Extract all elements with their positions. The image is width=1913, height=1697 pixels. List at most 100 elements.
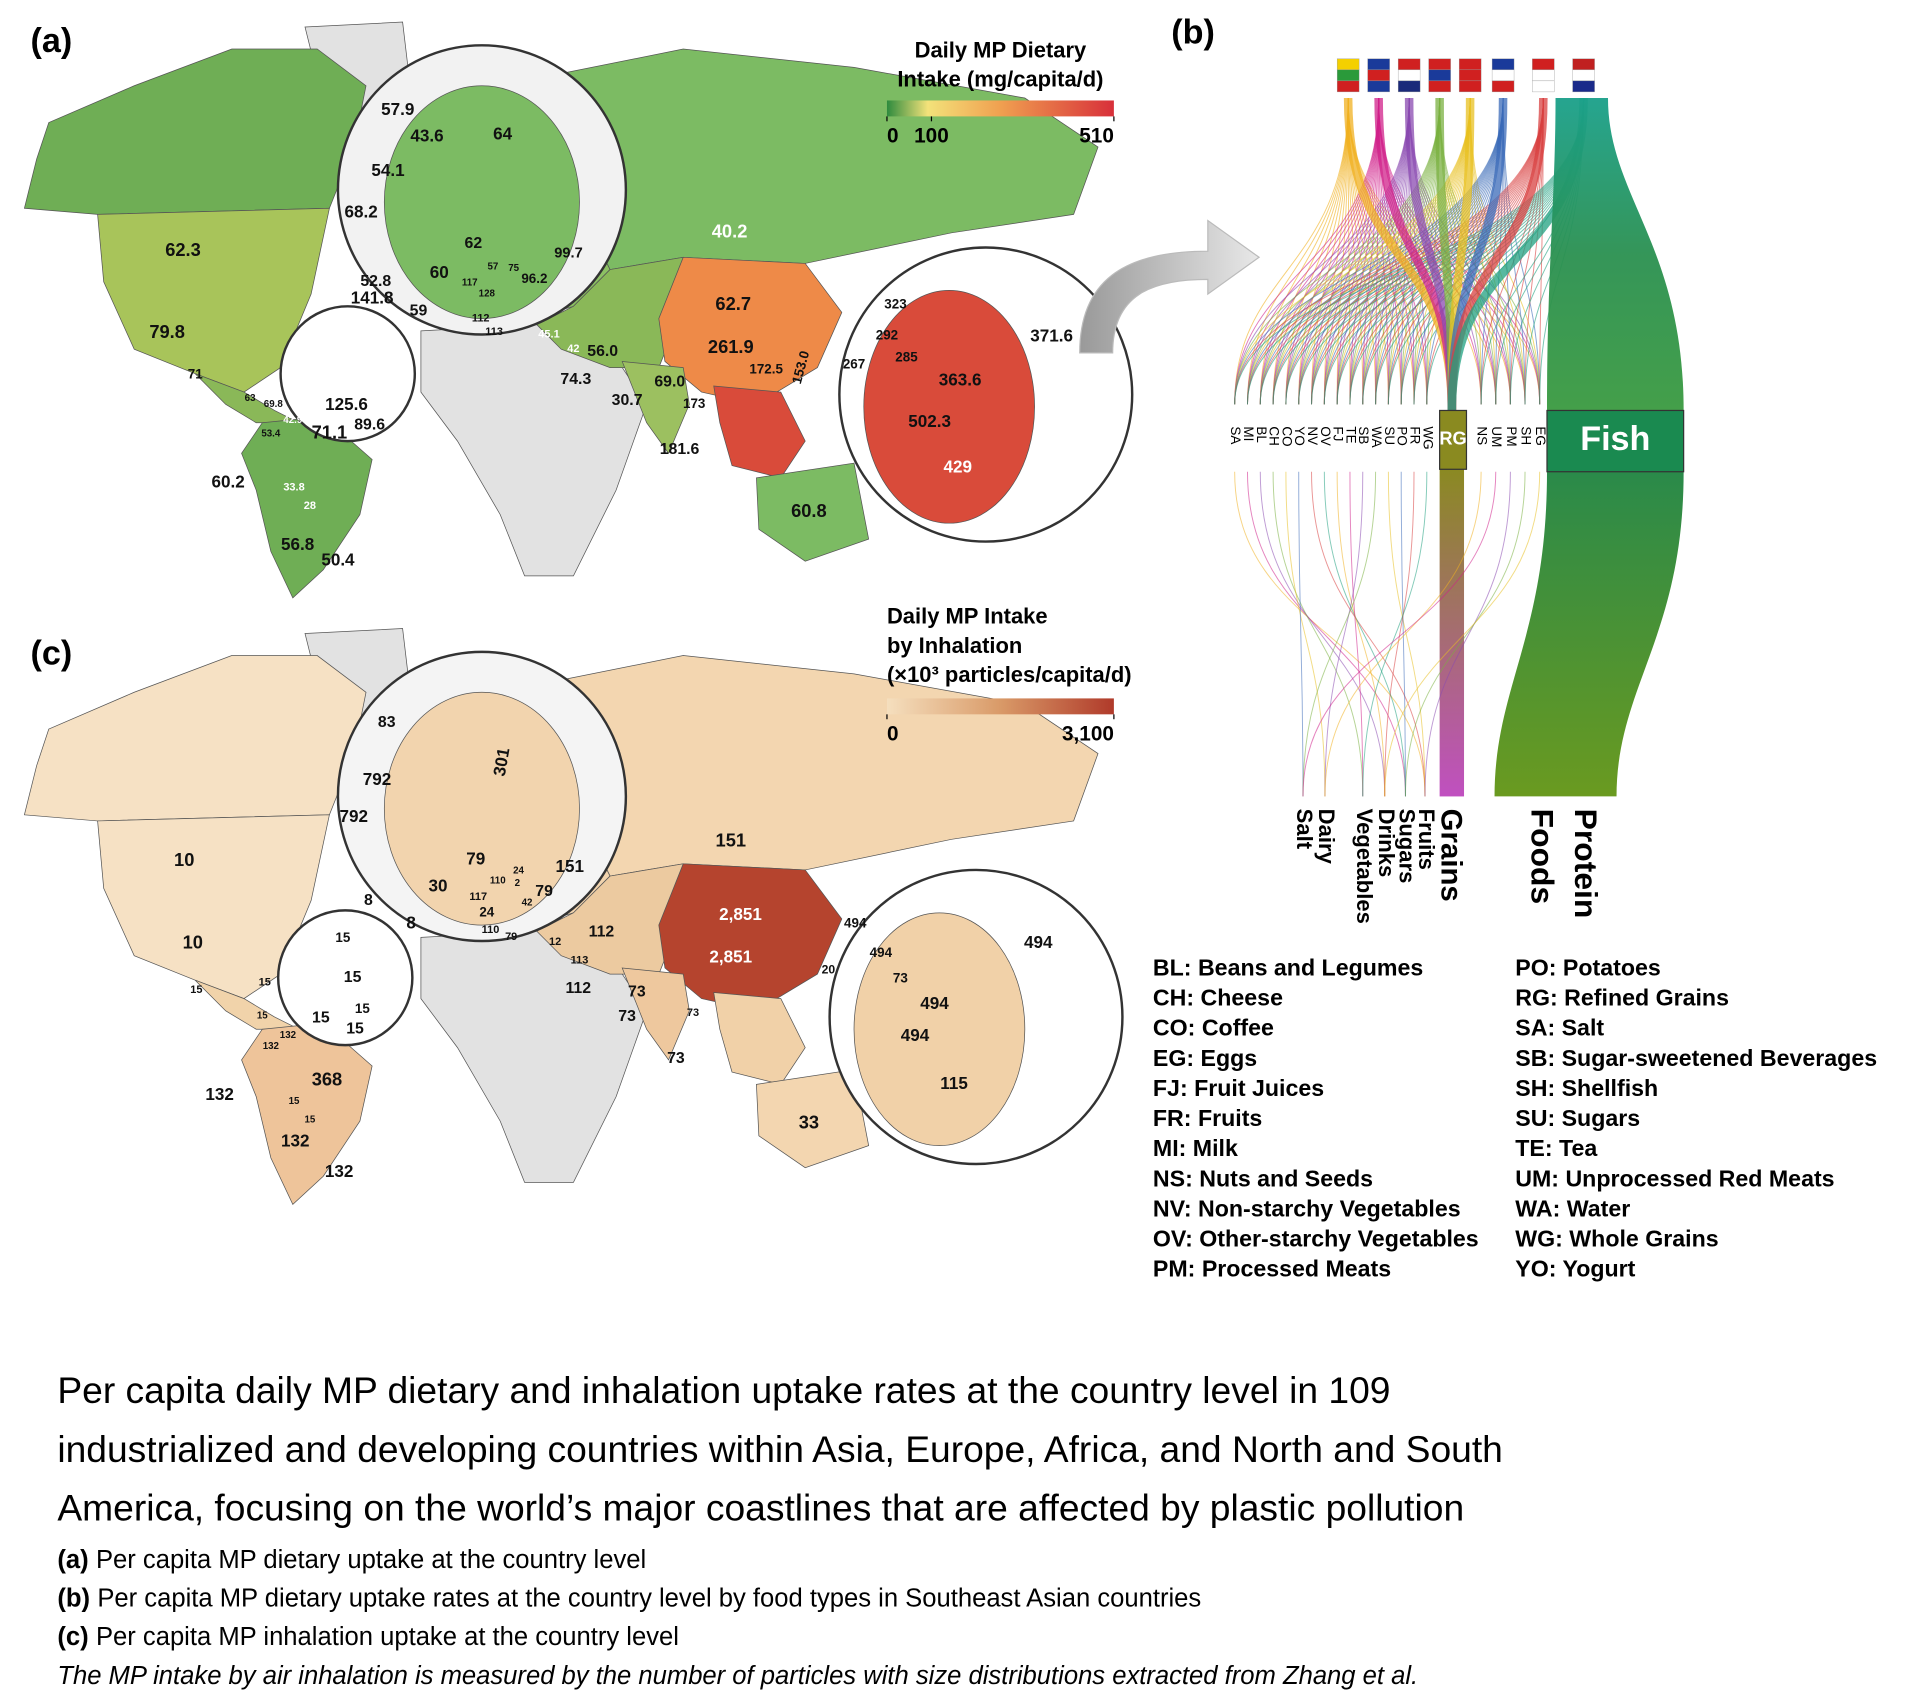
map-label: 15: [190, 984, 202, 996]
map-label: 792: [340, 807, 368, 826]
code-label: SU: [1382, 426, 1397, 445]
map-label: 8: [364, 892, 373, 909]
code-label: UM: [1489, 426, 1504, 447]
caption-tag: (a): [57, 1546, 88, 1574]
ribbon: [1234, 98, 1504, 405]
colorbar-label: 3,100: [1062, 723, 1114, 746]
map-label: 15: [344, 969, 362, 986]
ribbon: [1311, 98, 1410, 405]
ribbon: [1285, 98, 1380, 405]
map-label: 68.2: [345, 203, 378, 222]
region: [713, 385, 806, 479]
group-label: Grains: [1435, 809, 1468, 902]
flag: [1532, 80, 1555, 93]
code-label: BL: [1254, 426, 1269, 443]
caption-text: Per capita MP dietary uptake rates at th…: [97, 1584, 1201, 1612]
map-label: 115: [940, 1074, 968, 1093]
map-label: 30.7: [612, 392, 643, 409]
flag: [1397, 69, 1421, 82]
ribbon: [1246, 98, 1441, 405]
ribbon: [1302, 471, 1497, 797]
abbreviation: FJ: Fruit Juices: [1153, 1075, 1324, 1101]
flag: [1532, 58, 1555, 71]
map-label: 12: [549, 936, 561, 948]
map-label: 54.1: [371, 161, 405, 180]
region: [713, 992, 806, 1085]
map-label: 112: [472, 312, 490, 324]
ribbon: [1285, 98, 1471, 405]
abbreviation: MI: Milk: [1153, 1135, 1238, 1161]
map-label: 83: [378, 714, 396, 731]
abbreviation: TE: Tea: [1515, 1135, 1598, 1161]
abbreviation: UM: Unprocessed Red Meats: [1515, 1165, 1834, 1191]
map-label: 494: [844, 915, 867, 930]
colorbar-label: 100: [914, 125, 949, 148]
map-label: 50.4: [321, 551, 355, 570]
map-label: 494: [1024, 933, 1053, 952]
map-label: 69.8: [264, 399, 284, 410]
map-label: 267: [843, 357, 865, 372]
map-label: 132: [280, 1030, 297, 1041]
ribbon: [1259, 98, 1504, 405]
map-label: 45.1: [538, 328, 559, 340]
ribbon: [1259, 98, 1441, 405]
map-label: 128: [479, 289, 496, 300]
map-label: 69.0: [654, 373, 685, 390]
map-label: 10: [183, 931, 203, 952]
map-label: 2,851: [709, 948, 752, 967]
map-label: 73: [893, 971, 908, 986]
map-label: 62: [465, 235, 483, 252]
ribbon: [1362, 471, 1428, 797]
map-label: 59: [410, 302, 428, 319]
map-label: 20: [822, 963, 836, 977]
region: [756, 1069, 870, 1169]
map-label: 125.6: [325, 395, 368, 414]
ribbon: [1272, 98, 1471, 405]
map-label: 323: [884, 297, 906, 312]
flag: [1572, 69, 1595, 82]
map-label: 73: [687, 1007, 699, 1019]
ribbon: [1272, 98, 1410, 405]
region: [621, 967, 690, 1061]
group-label: Salt: [1292, 809, 1317, 850]
map-label: 42: [567, 343, 579, 355]
group-label: Vegetables: [1352, 809, 1377, 924]
code-label: TE: [1343, 426, 1358, 443]
ribbon: [1324, 471, 1364, 797]
ribbon: [1323, 471, 1406, 797]
map-label: 181.6: [660, 441, 700, 458]
ribbon: [1246, 98, 1504, 405]
code-label: WG: [1420, 426, 1435, 449]
ribbon: [1234, 98, 1441, 405]
map-label: 502.3: [908, 412, 951, 431]
map-label: 75: [508, 263, 519, 274]
region: [621, 361, 690, 455]
ribbon: [1362, 98, 1410, 405]
flag: [1397, 58, 1421, 71]
legend-title: (×10³ particles/capita/d): [887, 662, 1132, 687]
ribbon: [1246, 98, 1410, 405]
flag: [1572, 58, 1595, 71]
abbreviation: EG: Eggs: [1153, 1045, 1257, 1071]
node: [1546, 409, 1685, 473]
legend-title: Daily MP Dietary: [915, 37, 1087, 62]
map-label: 8: [406, 913, 415, 932]
map-label: 15: [335, 930, 350, 945]
map-label: 63: [245, 393, 256, 404]
map-label: 15: [304, 1114, 315, 1125]
abbreviation: PM: Processed Meats: [1153, 1256, 1391, 1282]
map-label: 60: [430, 263, 449, 282]
flag: [1458, 69, 1482, 82]
map-label: 132: [205, 1085, 233, 1104]
flag: [1572, 80, 1595, 93]
map-label: 15: [312, 1009, 330, 1026]
colorbar: [886, 100, 1114, 117]
region: [863, 290, 1035, 524]
ribbon: [1259, 471, 1386, 797]
ribbon: [1439, 465, 1465, 797]
map-label: 494: [901, 1026, 930, 1045]
abbreviation: FR: Fruits: [1153, 1105, 1262, 1131]
ribbon: [1298, 98, 1410, 405]
ribbon: [1298, 98, 1349, 405]
